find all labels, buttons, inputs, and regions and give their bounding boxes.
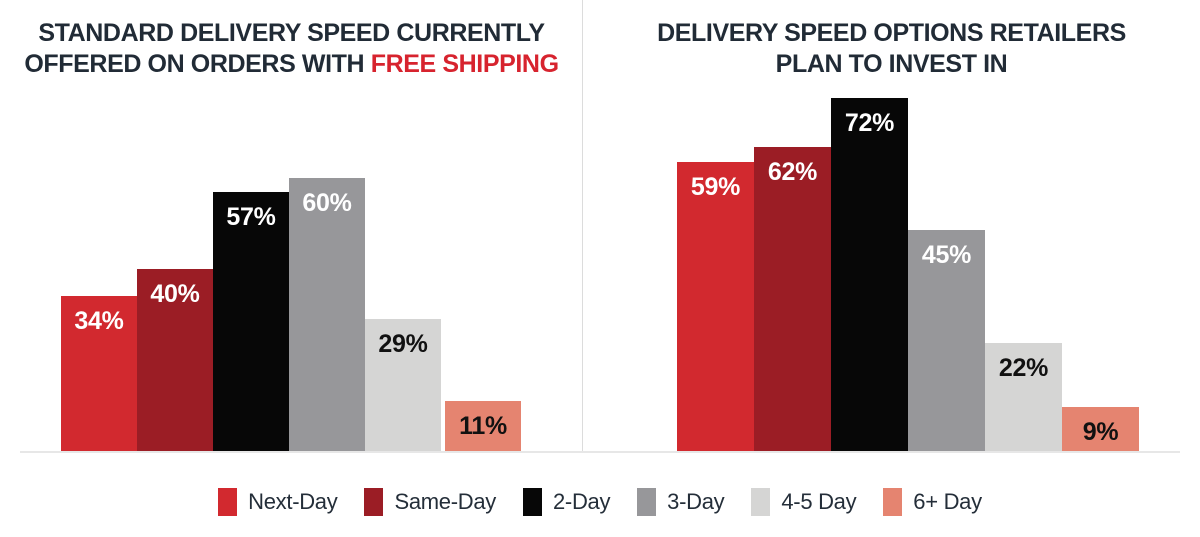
bar-next-day: 59% — [677, 162, 754, 451]
bar-value-label: 9% — [1082, 418, 1119, 446]
legend-label: 6+ Day — [913, 489, 982, 514]
bar-4-5-day: 29% — [365, 319, 441, 451]
legend-swatch-2-day — [522, 488, 542, 516]
legend-swatch-6-day — [883, 488, 903, 516]
left-chart-bars: 34% 40% 57% 60% 29% 11% — [61, 178, 521, 451]
bar-4-5-day: 22% — [985, 343, 1062, 451]
bar-value-label: 59% — [690, 173, 741, 201]
legend-label: Next-Day — [248, 489, 338, 514]
legend-swatch-same-day — [364, 488, 384, 516]
legend: Next-Day Same-Day 2-Day 3-Day 4-5 Day 6+ Day — [0, 486, 1200, 518]
bar-value-label: 22% — [998, 354, 1049, 382]
bar-value-label: 40% — [150, 280, 200, 308]
legend-item-2-day: 2-Day — [522, 488, 611, 516]
bar-6-day: 9% — [1062, 407, 1139, 451]
right-chart-title: DELIVERY SPEED OPTIONS RETAILERS PLAN TO … — [583, 18, 1200, 80]
bar-value-label: 34% — [74, 307, 124, 335]
legend-swatch-4-5-day — [751, 488, 771, 516]
right-title-line2: PLAN TO INVEST IN — [775, 50, 1008, 78]
bar-same-day: 40% — [137, 269, 213, 451]
legend-label: Same-Day — [394, 489, 496, 514]
right-title-line1: DELIVERY SPEED OPTIONS RETAILERS — [657, 19, 1126, 47]
left-title-highlight: FREE SHIPPING — [370, 50, 559, 78]
bar-3-day: 60% — [289, 178, 365, 451]
legend-item-6-day: 6+ Day — [883, 488, 982, 516]
legend-label: 2-Day — [552, 489, 611, 514]
legend-swatch-3-day — [637, 488, 657, 516]
legend-label: 3-Day — [667, 489, 725, 514]
bar-value-label: 45% — [921, 241, 972, 269]
bar-next-day: 34% — [61, 296, 137, 451]
legend-swatch-next-day — [218, 488, 238, 516]
bar-value-label: 57% — [226, 203, 276, 231]
legend-item-same-day: Same-Day — [364, 488, 496, 516]
legend-label: 4-5 Day — [781, 489, 857, 514]
bar-value-label: 29% — [378, 330, 428, 358]
bar-3-day: 45% — [908, 230, 985, 451]
left-chart-title: STANDARD DELIVERY SPEED CURRENTLY OFFERED… — [0, 18, 583, 80]
bar-value-label: 72% — [844, 109, 895, 137]
bar-value-label: 11% — [459, 412, 507, 440]
left-title-line1: STANDARD DELIVERY SPEED CURRENTLY — [38, 19, 545, 47]
legend-item-next-day: Next-Day — [218, 488, 338, 516]
bar-value-label: 62% — [767, 158, 818, 186]
legend-item-3-day: 3-Day — [637, 488, 725, 516]
left-title-line2: OFFERED ON ORDERS WITH — [24, 50, 371, 78]
bar-2-day: 72% — [831, 98, 908, 451]
legend-item-4-5-day: 4-5 Day — [751, 488, 857, 516]
bar-value-label: 60% — [302, 189, 352, 217]
bar-6-day: 11% — [445, 401, 521, 451]
chart-baseline — [20, 451, 1180, 453]
right-chart-bars: 59% 62% 72% 45% 22% 9% — [677, 98, 1139, 451]
bar-2-day: 57% — [213, 192, 289, 451]
chart-divider — [582, 0, 583, 452]
bar-same-day: 62% — [754, 147, 831, 451]
